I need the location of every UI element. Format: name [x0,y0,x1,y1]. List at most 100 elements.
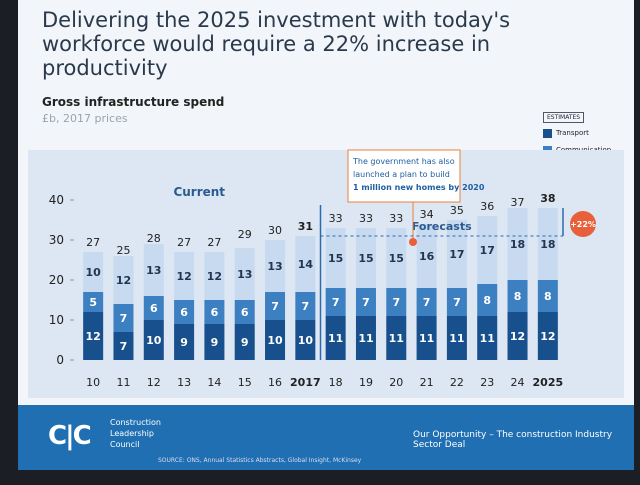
bar-segment [416,288,437,316]
bar-segment [507,312,528,360]
x-tick-label: 2025 [533,376,564,389]
bar-segment [507,280,528,312]
value-label: 6 [211,306,219,319]
y-tick-label: 0 [56,353,64,367]
period-label: Current [173,185,225,199]
bar-segment [143,320,164,360]
value-label: 18 [510,238,525,251]
value-label: 13 [146,264,161,277]
bar-segment [265,320,286,360]
value-label: 8 [483,294,491,307]
x-tick-label: 12 [147,376,161,389]
bar-segment [295,236,316,292]
total-label: 37 [511,196,525,209]
value-label: 7 [423,296,431,309]
value-label: 7 [362,296,370,309]
growth-badge [570,211,596,237]
bar-segment [416,224,437,288]
value-label: 11 [480,332,495,345]
x-tick-label: 20 [389,376,403,389]
bar-segment [477,316,498,360]
bar-segment [325,228,346,288]
annotation-text: launched a plan to build [353,170,450,179]
annotation-text: 1 million new homes by 2020 [353,183,485,192]
bar-segment [386,288,407,316]
bar-segment [295,320,316,360]
tagline: Our Opportunity – The construction Indus… [413,430,613,450]
value-label: 7 [271,300,279,313]
value-label: 11 [358,332,373,345]
bar-segment [325,288,346,316]
total-label: 34 [420,208,434,221]
value-label: 18 [540,238,555,251]
bar-segment [265,240,286,292]
value-label: 10 [267,334,283,347]
value-label: 15 [358,252,373,265]
bar-segment [537,280,558,312]
legend-swatch [543,129,552,138]
total-label: 27 [207,236,221,249]
value-label: 7 [120,340,128,353]
value-label: 7 [302,300,310,313]
bar-segment [446,288,467,316]
total-label: 35 [450,204,464,217]
bar-segment [507,208,528,280]
bar-segment [143,296,164,320]
value-label: 12 [116,274,131,287]
annotation-dot [409,238,417,246]
bar-segment [204,300,225,324]
value-label: 9 [180,336,188,349]
bar-segment [537,312,558,360]
x-tick-label: 22 [450,376,464,389]
organization: Construction Leadership Council [110,418,161,449]
annotation-box [347,149,461,203]
chart: 0 10 20 30 40 12 5 10 27 10 7 7 12 25 11 10 6 13 28 12 9 6 12 2… [28,149,624,398]
y-tick-label: 10 [49,313,64,327]
total-label: 31 [298,220,313,233]
y-tick-label: 20 [49,273,64,287]
value-label: 9 [241,336,249,349]
x-tick-label: 19 [359,376,373,389]
slide: Delivering the 2025 investment with toda… [18,0,634,470]
bar-segment [477,284,498,316]
bar-segment [446,316,467,360]
value-label: 8 [544,290,552,303]
bar-segment [204,252,225,300]
footer: C|C Construction Leadership Council Our … [18,405,634,470]
bar-segment [113,304,134,332]
x-tick-label: 15 [238,376,252,389]
annotation-text: The government has also [352,157,455,166]
value-label: 9 [211,336,219,349]
x-tick-label: 21 [420,376,434,389]
value-label: 13 [237,268,252,281]
value-label: 7 [120,312,128,325]
y-tick-label: 30 [49,233,64,247]
value-label: 10 [86,266,102,279]
bar-segment [265,292,286,320]
value-label: 16 [419,250,435,263]
bar-segment [234,248,255,300]
legend-item: Transport [543,129,623,138]
bar-segment [355,228,376,288]
x-tick-label: 2017 [290,376,321,389]
value-label: 17 [449,248,464,261]
bar-segment [143,244,164,296]
bar-segment [355,316,376,360]
x-tick-label: 23 [480,376,494,389]
unit-note: £b, 2017 prices [42,112,128,125]
total-label: 33 [389,212,403,225]
value-label: 12 [510,330,525,343]
value-label: 7 [453,296,461,309]
value-label: 6 [180,306,188,319]
bar-segment [477,216,498,284]
bar-segment [113,332,134,360]
bar-segment [174,252,195,300]
bar-segment [386,228,407,288]
bar-segment [386,316,407,360]
bar-segment [174,324,195,360]
bar-segment [446,220,467,288]
total-label: 33 [359,212,373,225]
value-label: 14 [298,258,314,271]
bar-segment [325,316,346,360]
